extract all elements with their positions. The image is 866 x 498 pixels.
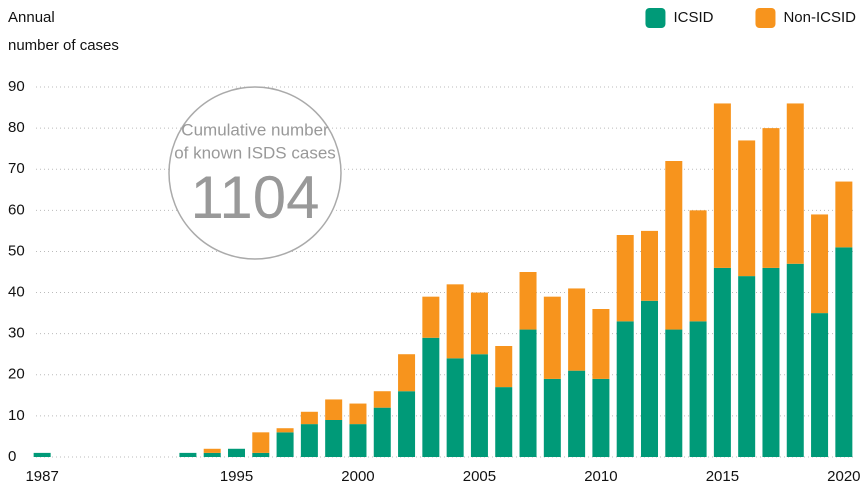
bar-segment [252,432,270,453]
bar-segment [325,420,343,457]
annotation-text: of known ISDS cases [174,143,336,162]
legend-swatch [755,8,776,28]
bar-segment [786,103,804,264]
bar-segment [762,128,780,268]
bar-segment [616,321,634,457]
x-tick-label: 2020 [827,468,860,485]
annotation-text: Cumulative number [181,120,329,139]
bar-segment [616,235,634,322]
bar-segment [689,210,707,322]
x-tick-label: 2010 [584,468,617,485]
y-tick-label: 50 [8,242,25,259]
bar-segment [446,284,464,359]
legend-swatch [645,8,666,28]
x-tick-label: 1987 [25,468,58,485]
y-tick-label: 10 [8,407,25,424]
x-tick-label: 2000 [341,468,374,485]
bar-segment [373,407,391,457]
y-tick-label: 20 [8,366,25,383]
bar-segment [373,391,391,408]
bar-segment [422,337,440,457]
bar-segment [446,358,464,457]
y-axis-label: Annual [8,9,55,26]
bar-segment [300,424,318,457]
bar-segment [786,263,804,457]
bar-segment [227,448,246,457]
annotation-circle [168,86,342,260]
bar-segment [398,354,416,392]
bar-segment [811,214,829,314]
bar-segment [713,267,731,457]
y-tick-label: 40 [8,284,25,301]
bar-segment [835,181,853,248]
legend-label: Non-ICSID [783,9,856,26]
bar-segment [835,247,853,457]
bar-segment [203,452,221,457]
bar-segment [640,230,659,301]
bar-segment [276,428,294,433]
bar-segment [179,452,197,457]
bar-segment [738,140,756,277]
y-tick-label: 70 [8,160,25,177]
bar-segment [762,267,780,457]
y-tick-label: 90 [8,78,25,95]
bar-segment [470,354,488,457]
bar-segment [495,346,513,388]
y-tick-label: 30 [8,325,25,342]
bar-segment [325,399,343,420]
bar-segment [592,378,610,457]
bar-segment [349,424,367,457]
bar-segment [543,296,561,379]
bar-segment [665,161,683,330]
annotation-total: 1104 [190,164,319,231]
x-tick-label: 2005 [463,468,496,485]
bar-segment [300,411,318,425]
bar-segment [689,321,707,457]
y-axis-label: number of cases [8,37,119,54]
bar-segment [519,272,537,330]
bar-segment [519,329,537,457]
bar-segment [398,391,416,457]
bar-segment [568,370,586,457]
y-tick-label: 60 [8,201,25,218]
y-tick-label: 80 [8,119,25,136]
bar-segment [543,378,561,457]
bar-segment [568,288,586,371]
bar-segment [252,452,270,457]
y-tick-label: 0 [8,448,16,465]
bar-segment [203,448,221,453]
x-tick-label: 1995 [220,468,253,485]
bar-segment [349,403,367,425]
x-tick-label: 2015 [706,468,739,485]
bar-segment [665,329,683,457]
bar-segment [713,103,731,268]
bar-segment [470,292,488,355]
bar-segment [811,313,829,457]
bar-segment [276,432,294,457]
bar-segment [738,276,756,457]
bar-segment [592,309,610,379]
bar-segment [33,452,51,457]
bar-segment [640,300,659,457]
bar-segment [495,387,513,457]
legend-label: ICSID [673,9,713,26]
bar-segment [422,296,440,338]
